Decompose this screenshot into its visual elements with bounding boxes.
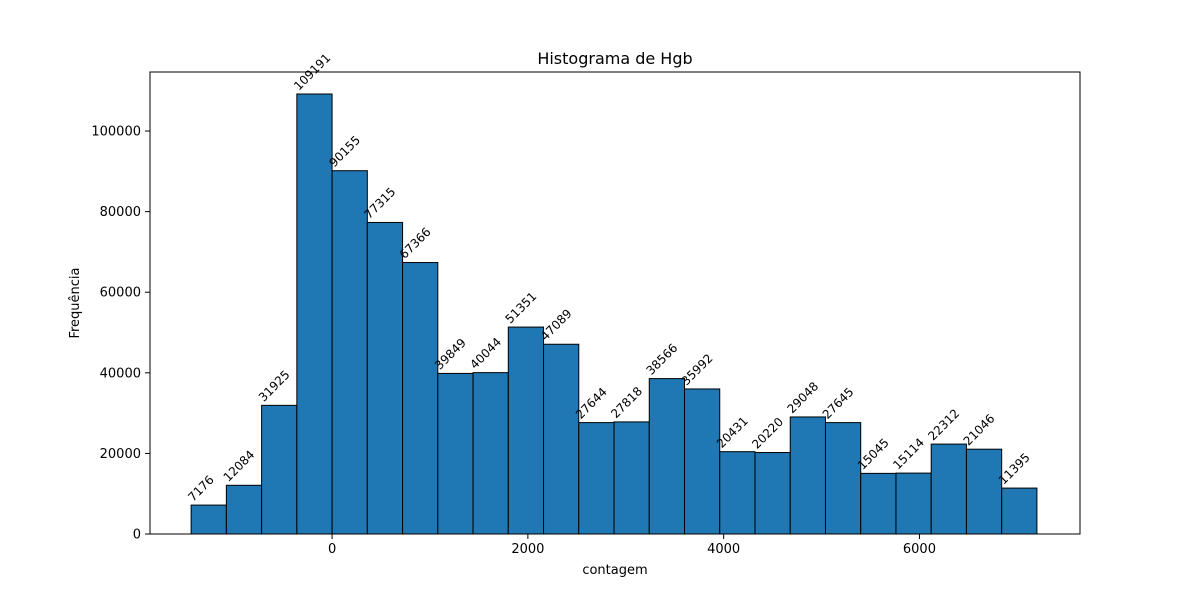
histogram-bar xyxy=(437,372,474,535)
histogram-bar xyxy=(543,343,580,535)
histogram-bar xyxy=(1001,487,1038,535)
histogram-bar xyxy=(930,443,967,535)
histogram-bar xyxy=(860,472,897,535)
bar-value-label: 12084 xyxy=(221,448,258,485)
bar-value-label: 47089 xyxy=(538,306,575,343)
bar-value-label: 22312 xyxy=(925,406,962,443)
y-tick-label: 60000 xyxy=(100,286,141,301)
histogram-bar xyxy=(331,170,368,535)
histogram-bar xyxy=(824,422,862,535)
histogram-bar xyxy=(507,326,545,535)
y-tick-label: 40000 xyxy=(100,366,141,381)
bar-value-label: 40044 xyxy=(467,335,504,372)
histogram-bar xyxy=(719,451,756,535)
bar-value-label: 15114 xyxy=(890,435,927,472)
histogram-bar xyxy=(472,372,509,535)
x-tick-label: 6000 xyxy=(903,542,936,557)
histogram-bar xyxy=(789,416,826,535)
bar-value-label: 38566 xyxy=(643,341,680,378)
histogram-bar xyxy=(225,484,263,535)
histogram-bar xyxy=(613,421,650,535)
x-tick-label: 0 xyxy=(328,542,336,557)
histogram-bar xyxy=(366,221,404,535)
histogram-bar xyxy=(965,448,1003,535)
bar-value-label: 20220 xyxy=(749,415,786,452)
y-axis: 0 20000 40000 60000 80000 100000 xyxy=(91,125,150,543)
bar-value-label: 27645 xyxy=(820,385,857,422)
y-tick-label: 100000 xyxy=(91,125,141,140)
bars-group xyxy=(190,93,1038,535)
histogram-bar xyxy=(261,404,298,535)
histogram-bar xyxy=(754,452,791,535)
y-tick-label: 80000 xyxy=(100,205,141,220)
x-axis: 0 2000 4000 6000 xyxy=(328,534,936,557)
histogram-bar xyxy=(296,93,333,535)
bar-value-label: 27818 xyxy=(608,384,645,421)
y-tick-label: 0 xyxy=(133,528,141,543)
plot-frame xyxy=(149,71,1081,535)
bar-value-label: 21046 xyxy=(961,411,998,448)
bar-value-label: 35992 xyxy=(679,351,716,388)
histogram-bar xyxy=(402,262,439,535)
histogram-bar xyxy=(684,388,721,535)
y-tick-label: 20000 xyxy=(100,447,141,462)
bar-value-label: 7176 xyxy=(185,473,216,504)
bar-value-label: 29048 xyxy=(784,379,821,416)
histogram-bar xyxy=(895,472,932,535)
bar-value-label: 31925 xyxy=(256,368,293,405)
chart-title: Histograma de Hgb xyxy=(537,49,692,68)
y-axis-label: Frequência xyxy=(68,267,83,338)
bar-value-label: 51351 xyxy=(503,289,540,326)
histogram-bar xyxy=(190,504,227,535)
x-tick-label: 4000 xyxy=(707,542,740,557)
x-axis-label: contagem xyxy=(582,563,647,578)
x-tick-label: 2000 xyxy=(511,542,544,557)
histogram-bar xyxy=(578,422,615,535)
histogram-bar xyxy=(648,378,686,535)
